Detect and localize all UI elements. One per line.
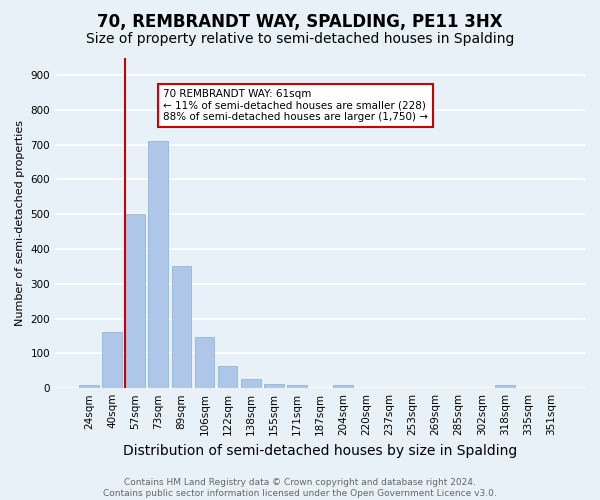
Bar: [241, 380, 260, 388]
Bar: [334, 386, 353, 388]
Y-axis label: Number of semi-detached properties: Number of semi-detached properties: [15, 120, 25, 326]
Text: 70, REMBRANDT WAY, SPALDING, PE11 3HX: 70, REMBRANDT WAY, SPALDING, PE11 3HX: [97, 12, 503, 30]
Text: Size of property relative to semi-detached houses in Spalding: Size of property relative to semi-detach…: [86, 32, 514, 46]
Bar: [264, 384, 284, 388]
Bar: [495, 386, 515, 388]
X-axis label: Distribution of semi-detached houses by size in Spalding: Distribution of semi-detached houses by …: [123, 444, 517, 458]
Bar: [287, 384, 307, 388]
Bar: [148, 141, 168, 388]
Bar: [194, 336, 214, 388]
Bar: [218, 366, 238, 388]
Bar: [79, 386, 99, 388]
Text: 70 REMBRANDT WAY: 61sqm
← 11% of semi-detached houses are smaller (228)
88% of s: 70 REMBRANDT WAY: 61sqm ← 11% of semi-de…: [163, 89, 428, 122]
Bar: [172, 266, 191, 388]
Text: Contains HM Land Registry data © Crown copyright and database right 2024.
Contai: Contains HM Land Registry data © Crown c…: [103, 478, 497, 498]
Bar: [125, 214, 145, 388]
Bar: [102, 332, 122, 388]
